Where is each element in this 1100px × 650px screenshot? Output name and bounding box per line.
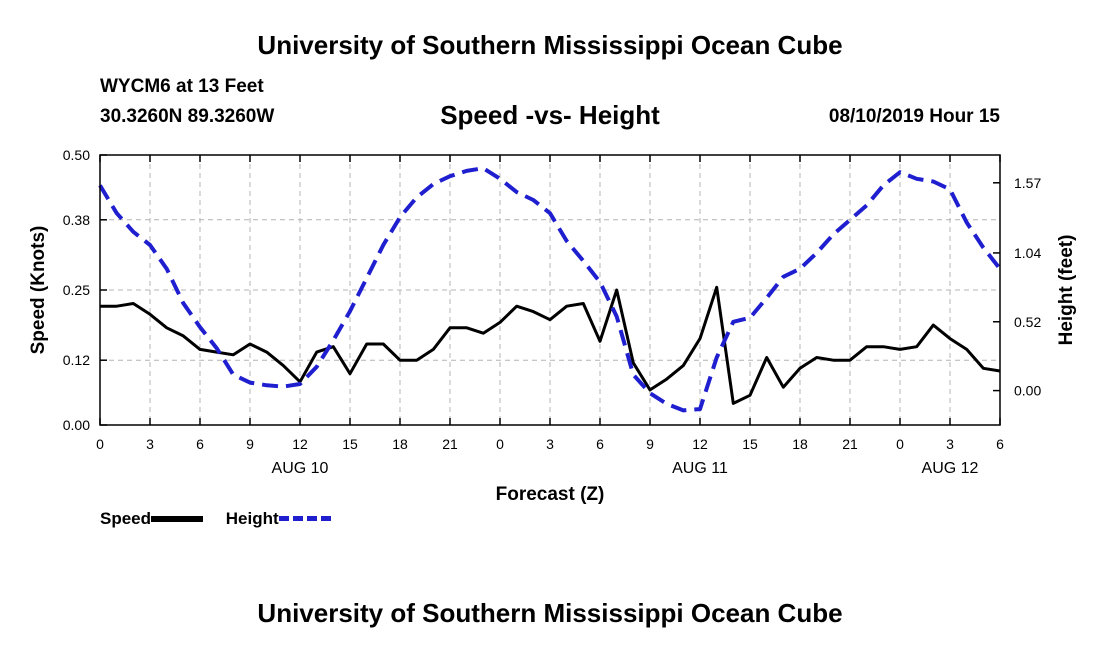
x-date-label: AUG 10: [272, 460, 329, 477]
x-tick-label: 9: [646, 436, 654, 452]
x-tick-label: 6: [596, 436, 604, 452]
coordinates-label: 30.3260N 89.3260W: [100, 106, 275, 127]
y2-tick-label: 1.57: [1014, 175, 1041, 191]
legend-item-speed: Speed: [100, 508, 204, 529]
y2-tick-label: 0.52: [1014, 314, 1041, 330]
x-tick-label: 0: [496, 436, 504, 452]
page-title: University of Southern Mississippi Ocean…: [257, 30, 843, 60]
x-tick-label: 6: [996, 436, 1004, 452]
x-tick-label: 15: [742, 436, 758, 452]
y-tick-label: 0.38: [63, 212, 90, 228]
x-tick-label: 15: [342, 436, 358, 452]
legend: Speed Height: [100, 508, 349, 529]
y2-axis-title: Height (feet): [1056, 235, 1077, 346]
y2-tick-label: 0.00: [1014, 383, 1041, 399]
legend-speed-label: Speed: [100, 508, 152, 528]
series-line-speed: [100, 285, 1001, 405]
series-layer: [98, 166, 1002, 413]
legend-speed-swatch: [151, 515, 204, 522]
y-axis-title: Speed (Knots): [28, 226, 49, 355]
x-tick-label: 3: [546, 436, 554, 452]
x-tick-label: 0: [896, 436, 904, 452]
x-tick-label: 21: [842, 436, 858, 452]
x-tick-label: 6: [196, 436, 204, 452]
x-tick-label: 12: [292, 436, 308, 452]
y2-tick-label: 1.04: [1014, 245, 1041, 261]
x-axis-title: Forecast (Z): [496, 484, 605, 505]
legend-height-label: Height: [225, 508, 279, 528]
axes: 0 3 6 9 12 15 18 21 0 3 6 9 12 15 18 21 0 3 6 0.00 0.12 0.25 0…: [28, 147, 1077, 505]
x-tick-label: 21: [442, 436, 458, 452]
footer-title: University of Southern Mississippi Ocean…: [257, 598, 843, 628]
x-date-label: AUG 11: [672, 460, 728, 477]
x-tick-label: 9: [246, 436, 254, 452]
x-tick-label: 0: [96, 436, 104, 452]
station-label: WYCM6 at 13 Feet: [100, 76, 264, 97]
legend-item-height: Height: [226, 508, 331, 529]
x-tick-label: 18: [792, 436, 808, 452]
x-tick-label: 18: [392, 436, 408, 452]
legend-height-swatch: [278, 516, 331, 522]
chart-title: Speed -vs- Height: [440, 100, 660, 130]
x-tick-label: 3: [946, 436, 954, 452]
x-tick-label: 12: [692, 436, 708, 452]
y-tick-label: 0.25: [63, 282, 90, 298]
datetime-label: 08/10/2019 Hour 15: [828, 106, 1000, 127]
series-line-height: [98, 166, 1002, 413]
y-tick-label: 0.12: [63, 352, 90, 368]
y-tick-label: 0.00: [63, 417, 90, 433]
y-tick-label: 0.50: [63, 147, 90, 163]
x-date-label: AUG 12: [922, 460, 979, 477]
x-tick-label: 3: [146, 436, 154, 452]
grid: [100, 155, 1000, 425]
